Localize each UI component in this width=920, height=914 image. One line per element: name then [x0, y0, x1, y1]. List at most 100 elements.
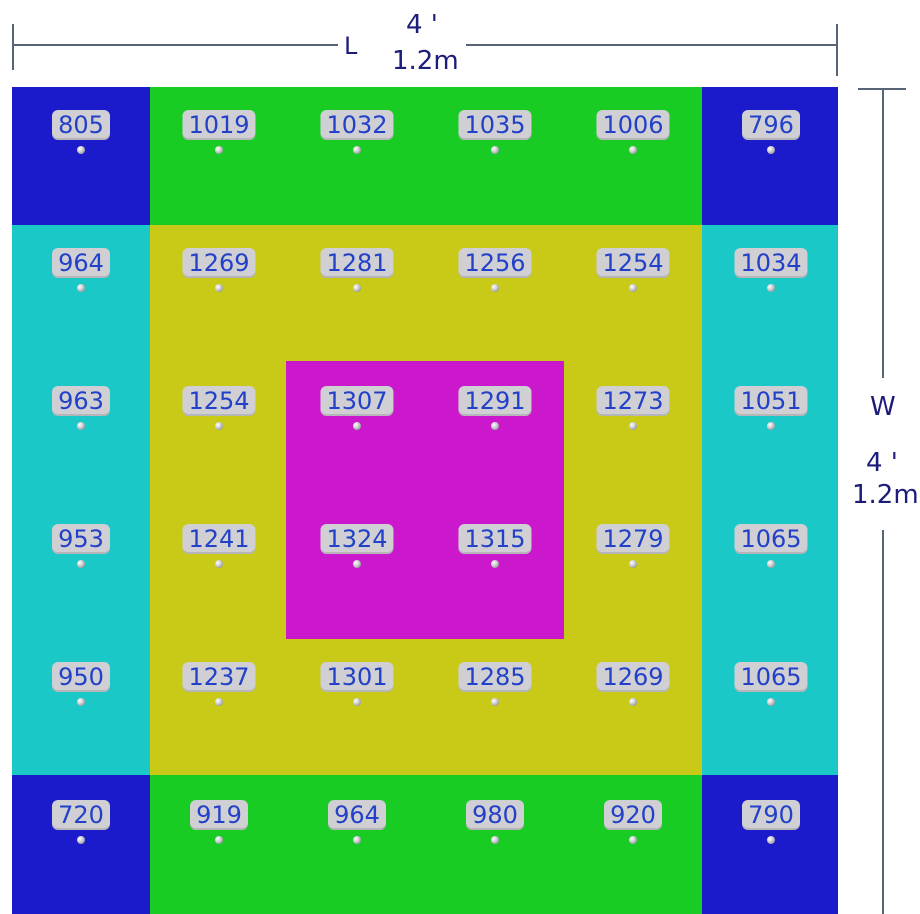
reading-label: 1279: [596, 524, 670, 554]
sensor-point-icon: [629, 284, 637, 292]
reading-label: 964: [328, 800, 386, 830]
reading-cell: 1006: [564, 82, 702, 220]
sensor-point-icon: [491, 146, 499, 154]
reading-label: 1035: [458, 110, 532, 140]
reading-cell: 953: [12, 496, 150, 634]
reading-cell: 1034: [702, 220, 840, 358]
reading-cell: 805: [12, 82, 150, 220]
reading-label: 1065: [734, 662, 808, 692]
length-dimension-right-tick: [836, 24, 838, 76]
sensor-point-icon: [491, 422, 499, 430]
sensor-point-icon: [767, 284, 775, 292]
sensor-point-icon: [767, 422, 775, 430]
reading-label: 790: [742, 800, 800, 830]
reading-label: 1285: [458, 662, 532, 692]
reading-label: 1034: [734, 248, 808, 278]
width-letter: W: [870, 392, 896, 422]
reading-label: 720: [52, 800, 110, 830]
reading-cell: 919: [150, 772, 288, 910]
width-meters: 1.2m: [852, 480, 919, 510]
reading-label: 1256: [458, 248, 532, 278]
sensor-point-icon: [215, 836, 223, 844]
sensor-point-icon: [629, 698, 637, 706]
sensor-point-icon: [215, 284, 223, 292]
zone-corner-bottom-left: [12, 775, 150, 914]
sensor-point-icon: [491, 836, 499, 844]
sensor-point-icon: [491, 698, 499, 706]
sensor-point-icon: [353, 284, 361, 292]
sensor-point-icon: [353, 560, 361, 568]
length-dimension-line-right: [466, 44, 838, 46]
reading-label: 1237: [182, 662, 256, 692]
length-feet: 4 ': [406, 10, 438, 40]
sensor-point-icon: [215, 422, 223, 430]
reading-label: 1273: [596, 386, 670, 416]
reading-cell: 980: [426, 772, 564, 910]
reading-cell: 1291: [426, 358, 564, 496]
reading-cell: 1051: [702, 358, 840, 496]
sensor-point-icon: [629, 560, 637, 568]
reading-cell: 1256: [426, 220, 564, 358]
reading-label: 1241: [182, 524, 256, 554]
reading-label: 1269: [596, 662, 670, 692]
reading-label: 1324: [320, 524, 394, 554]
sensor-point-icon: [215, 698, 223, 706]
reading-label: 1301: [320, 662, 394, 692]
reading-label: 1307: [320, 386, 394, 416]
reading-cell: 1315: [426, 496, 564, 634]
length-meters: 1.2m: [392, 46, 459, 76]
reading-label: 1051: [734, 386, 808, 416]
reading-cell: 964: [288, 772, 426, 910]
width-feet: 4 ': [866, 448, 898, 478]
reading-cell: 963: [12, 358, 150, 496]
sensor-point-icon: [767, 146, 775, 154]
sensor-point-icon: [491, 560, 499, 568]
sensor-point-icon: [77, 422, 85, 430]
reading-cell: 1269: [150, 220, 288, 358]
zone-corner-bottom-right: [702, 775, 838, 914]
length-letter: L: [344, 32, 358, 60]
sensor-point-icon: [491, 284, 499, 292]
reading-cell: 1281: [288, 220, 426, 358]
reading-cell: 1237: [150, 634, 288, 772]
reading-label: 796: [742, 110, 800, 140]
reading-cell: 1301: [288, 634, 426, 772]
reading-cell: 920: [564, 772, 702, 910]
width-dimension-line-upper: [882, 88, 884, 378]
reading-cell: 1273: [564, 358, 702, 496]
sensor-point-icon: [767, 836, 775, 844]
sensor-point-icon: [77, 146, 85, 154]
reading-cell: 950: [12, 634, 150, 772]
reading-label: 1281: [320, 248, 394, 278]
sensor-point-icon: [767, 560, 775, 568]
reading-cell: 1254: [150, 358, 288, 496]
reading-cell: 1065: [702, 634, 840, 772]
sensor-point-icon: [353, 698, 361, 706]
reading-label: 980: [466, 800, 524, 830]
reading-cell: 796: [702, 82, 840, 220]
reading-cell: 1269: [564, 634, 702, 772]
reading-label: 950: [52, 662, 110, 692]
sensor-point-icon: [215, 560, 223, 568]
reading-label: 920: [604, 800, 662, 830]
sensor-point-icon: [629, 146, 637, 154]
width-dimension-line-lower: [882, 530, 884, 914]
sensor-point-icon: [353, 422, 361, 430]
length-dimension-line-left: [12, 44, 338, 46]
reading-label: 963: [52, 386, 110, 416]
sensor-point-icon: [77, 836, 85, 844]
sensor-point-icon: [629, 422, 637, 430]
reading-cell: 1019: [150, 82, 288, 220]
reading-label: 1315: [458, 524, 532, 554]
reading-cell: 1285: [426, 634, 564, 772]
zone-edge-bottom: [150, 775, 702, 914]
sensor-point-icon: [629, 836, 637, 844]
sensor-point-icon: [353, 836, 361, 844]
sensor-point-icon: [77, 698, 85, 706]
reading-cell: 720: [12, 772, 150, 910]
reading-label: 919: [190, 800, 248, 830]
reading-label: 1065: [734, 524, 808, 554]
reading-cell: 1035: [426, 82, 564, 220]
length-dimension-left-tick: [12, 24, 14, 70]
reading-cell: 964: [12, 220, 150, 358]
